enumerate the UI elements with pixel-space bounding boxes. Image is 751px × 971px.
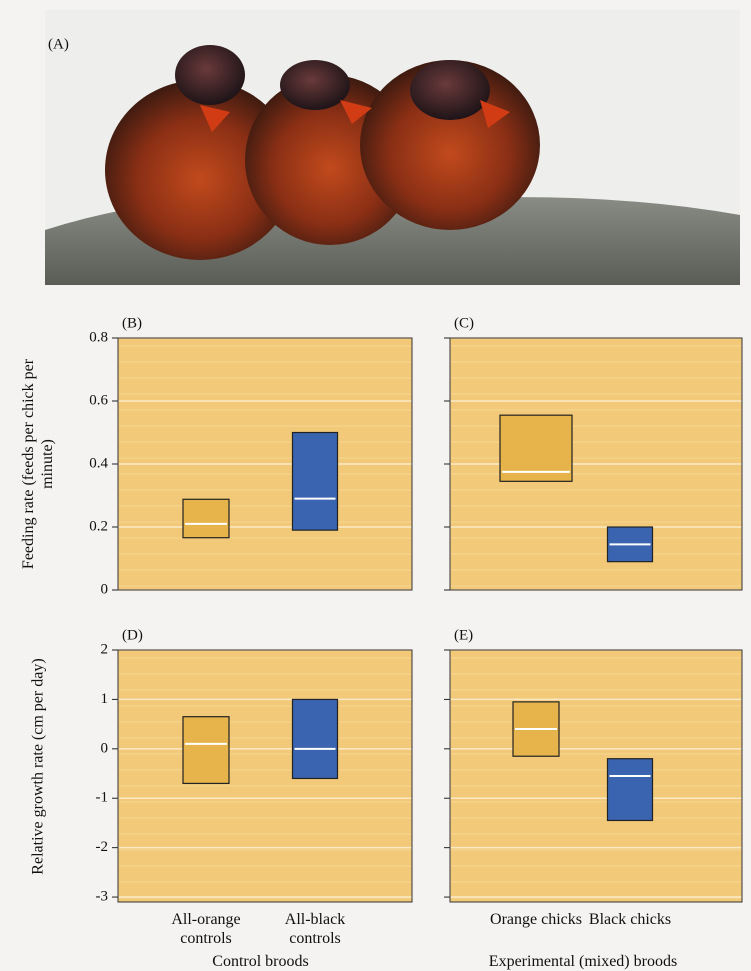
range-box [606,758,654,822]
range-box [291,698,339,780]
range-box [291,431,339,531]
photo [45,10,740,285]
y-tick-label: -3 [96,888,109,904]
y-tick-label: 0.4 [89,455,108,471]
y-tick-label: 2 [101,641,109,657]
plot-border [449,337,743,591]
panel-label: (D) [122,627,143,643]
y-axis-label: Relative growth rate (cm per day) [29,658,47,875]
panel-label: (E) [454,627,473,643]
range-box [182,498,230,539]
y-tick-label: -1 [96,790,109,806]
plot-border [117,649,413,903]
y-axis-label: Feeding rate (feeds per chick per minute… [20,358,56,570]
panel-label: (B) [122,315,142,331]
x-tick-label: All-orange controls [171,911,241,947]
panel-label: (A) [48,36,69,52]
y-tick-label: 0 [101,581,109,597]
plot-area [118,650,412,902]
x-tick-label: All-black controls [284,911,346,947]
x-axis-label: Experimental (mixed) broods [488,953,678,970]
range-box [499,414,573,482]
y-tick-label: 0.6 [89,392,108,408]
range-box [182,716,230,785]
y-tick-label: 0.2 [89,518,108,534]
plot-border [449,649,743,903]
plot-area [450,650,742,902]
x-tick-label: Black chicks [588,911,672,928]
panel-label: (C) [454,315,474,331]
y-tick-label: 1 [101,691,109,707]
y-tick-label: 0 [101,740,109,756]
plot-border [117,337,413,591]
x-tick-label: Orange chicks [490,911,582,928]
x-axis-label: Control broods [212,953,309,970]
y-tick-label: -2 [96,839,109,855]
y-tick-label: 0.8 [89,329,108,345]
